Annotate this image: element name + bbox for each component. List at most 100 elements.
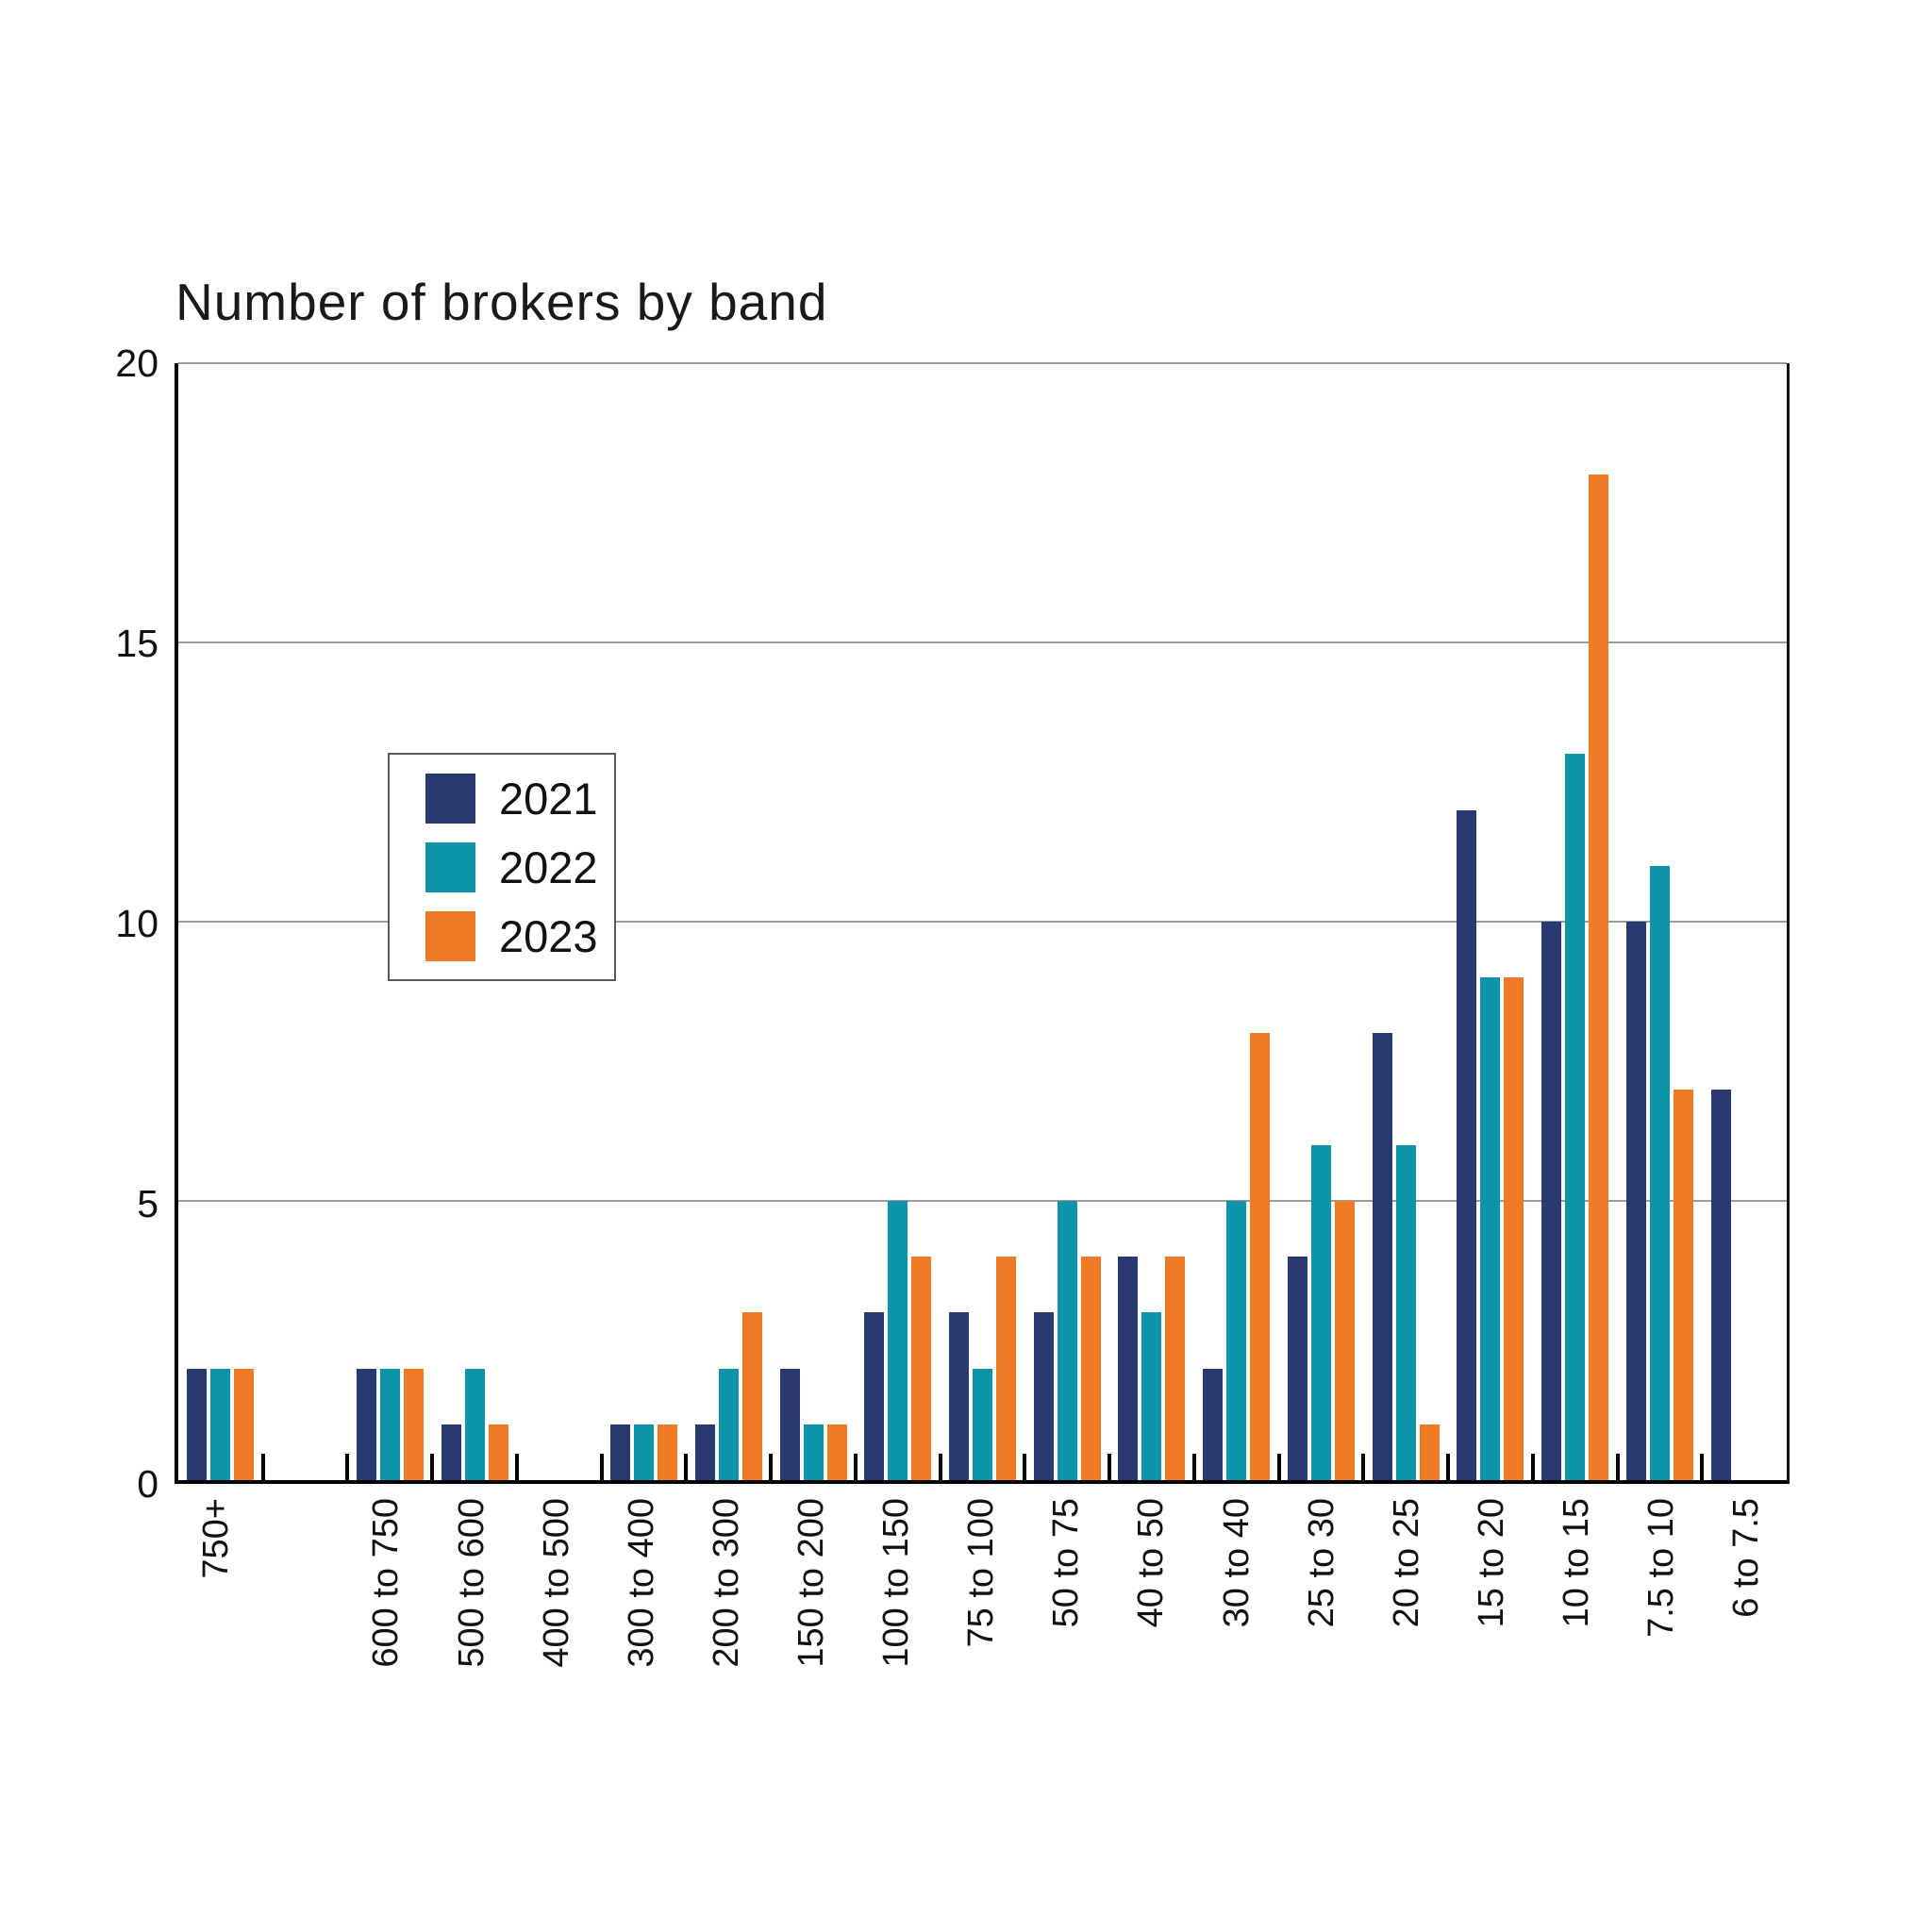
legend: 2021 2022 2023	[388, 753, 616, 981]
x-label-cell: 30 to 40	[1194, 1498, 1279, 1734]
legend-label-2022: 2022	[499, 841, 598, 892]
bar-2023-500-to-600	[488, 1424, 508, 1480]
bar-2021-20-to-25	[1372, 1033, 1392, 1480]
bar-2022-200-to-300	[718, 1368, 739, 1480]
x-label-cell	[259, 1498, 344, 1734]
bar-2022-750+	[210, 1368, 231, 1480]
x-label-cell: 300 to 400	[600, 1498, 685, 1734]
x-tick	[684, 1454, 689, 1480]
category-group-30-to-40	[1194, 363, 1279, 1480]
bar-2023-40-to-50	[1165, 1257, 1186, 1480]
category-group-10-to-15	[1533, 363, 1618, 1480]
x-axis-label-75-to-100: 75 to 100	[961, 1498, 1002, 1648]
bar-2021-600-to-750	[356, 1368, 376, 1480]
x-axis-label-7.5-to-10: 7.5 to 10	[1641, 1498, 1682, 1638]
x-label-cell: 20 to 25	[1365, 1498, 1450, 1734]
bar-2021-30-to-40	[1203, 1368, 1224, 1480]
bar-2023-150-to-200	[826, 1424, 847, 1480]
gridline-20	[178, 362, 1787, 364]
category-group-500-to-600	[432, 363, 517, 1480]
x-label-cell: 25 to 30	[1279, 1498, 1364, 1734]
x-label-cell: 40 to 50	[1109, 1498, 1194, 1734]
bar-2023-750+	[234, 1368, 255, 1480]
x-tick	[1615, 1454, 1620, 1480]
bar-2022-100-to-150	[888, 1201, 908, 1480]
category-group-20-to-25	[1363, 363, 1448, 1480]
category-group-150-to-200	[771, 363, 856, 1480]
x-label-cell: 400 to 500	[514, 1498, 599, 1734]
legend-item-2022: 2022	[425, 841, 614, 893]
bar-2021-200-to-300	[694, 1424, 715, 1480]
x-label-cell: 15 to 20	[1450, 1498, 1535, 1734]
category-group-75-to-100	[941, 363, 1025, 1480]
bar-2021-10-to-15	[1541, 922, 1562, 1480]
gridline-10	[178, 921, 1787, 923]
bar-2021-50-to-75	[1033, 1312, 1054, 1480]
bar-2021-100-to-150	[864, 1312, 885, 1480]
bar-2022-50-to-75	[1057, 1201, 1077, 1480]
category-group-100-to-150	[856, 363, 941, 1480]
bar-2022-500-to-600	[464, 1368, 485, 1480]
category-group-750+	[178, 363, 263, 1480]
bar-2021-75-to-100	[948, 1312, 969, 1480]
y-axis-label-5: 5	[137, 1182, 158, 1225]
legend-swatch-2023	[425, 910, 475, 961]
x-tick	[1191, 1454, 1196, 1480]
bar-2021-500-to-600	[441, 1424, 461, 1480]
bar-2021-25-to-30	[1287, 1257, 1307, 1480]
bar-2023-50-to-75	[1080, 1257, 1101, 1480]
x-tick	[599, 1454, 604, 1480]
x-axis-label-6-to-7.5: 6 to 7.5	[1726, 1498, 1767, 1618]
bar-2023-10-to-15	[1589, 475, 1609, 1480]
x-axis-label-50-to-75: 50 to 75	[1046, 1498, 1087, 1628]
category-group-6-to-7.5	[1702, 363, 1787, 1480]
y-axis-label-0: 0	[137, 1462, 158, 1506]
bar-2022-10-to-15	[1565, 754, 1586, 1480]
x-axis-label-10-to-15: 10 to 15	[1556, 1498, 1596, 1628]
x-axis-label-30-to-40: 30 to 40	[1216, 1498, 1257, 1628]
y-axis-label-10: 10	[115, 902, 158, 945]
x-label-cell: 600 to 750	[344, 1498, 429, 1734]
bar-2023-20-to-25	[1419, 1424, 1440, 1480]
legend-label-2021: 2021	[499, 773, 598, 824]
x-tick	[853, 1454, 858, 1480]
x-tick	[514, 1454, 519, 1480]
x-label-cell: 10 to 15	[1535, 1498, 1620, 1734]
legend-item-2021: 2021	[425, 773, 614, 824]
x-axis-label-200-to-300: 200 to 300	[706, 1498, 746, 1668]
bar-2023-75-to-100	[995, 1257, 1016, 1480]
bar-2023-600-to-750	[403, 1368, 424, 1480]
x-label-cell: 50 to 75	[1024, 1498, 1109, 1734]
x-tick	[1700, 1454, 1705, 1480]
x-label-cell: 750+	[175, 1498, 259, 1734]
x-label-cell: 6 to 7.5	[1705, 1498, 1790, 1734]
x-tick	[260, 1454, 265, 1480]
bar-2023-200-to-300	[741, 1312, 762, 1480]
x-axis-label-150-to-200: 150 to 200	[791, 1498, 831, 1668]
legend-swatch-2021	[425, 773, 475, 824]
category-group-200-to-300	[686, 363, 771, 1480]
bar-2021-6-to-7.5	[1710, 1089, 1731, 1480]
x-label-cell: 100 to 150	[855, 1498, 940, 1734]
plot-area: 2021 2022 2023	[175, 362, 1790, 1484]
bar-2023-30-to-40	[1250, 1033, 1271, 1480]
bar-2021-15-to-20	[1457, 809, 1477, 1480]
bar-2021-750+	[187, 1368, 208, 1480]
category-group-50-to-75	[1024, 363, 1109, 1480]
chart-title: Number of brokers by band	[175, 273, 828, 331]
x-axis-label-100-to-150: 100 to 150	[876, 1498, 917, 1668]
y-axis-label-20: 20	[115, 341, 158, 385]
x-axis-label-40-to-50: 40 to 50	[1131, 1498, 1172, 1628]
category-group-7.5-to-10	[1617, 363, 1702, 1480]
bar-2022-30-to-40	[1226, 1201, 1247, 1480]
bar-2022-15-to-20	[1480, 977, 1501, 1480]
bar-2022-75-to-100	[972, 1368, 992, 1480]
x-label-cell: 200 to 300	[685, 1498, 770, 1734]
category-group-15-to-20	[1448, 363, 1533, 1480]
x-axis-label-750+: 750+	[196, 1498, 237, 1579]
x-tick	[430, 1454, 435, 1480]
legend-label-2023: 2023	[499, 910, 598, 961]
x-tick	[1361, 1454, 1366, 1480]
x-axis-labels: 750+ 600 to 750 500 to 600 400 to 500 300 to…	[175, 1498, 1790, 1734]
